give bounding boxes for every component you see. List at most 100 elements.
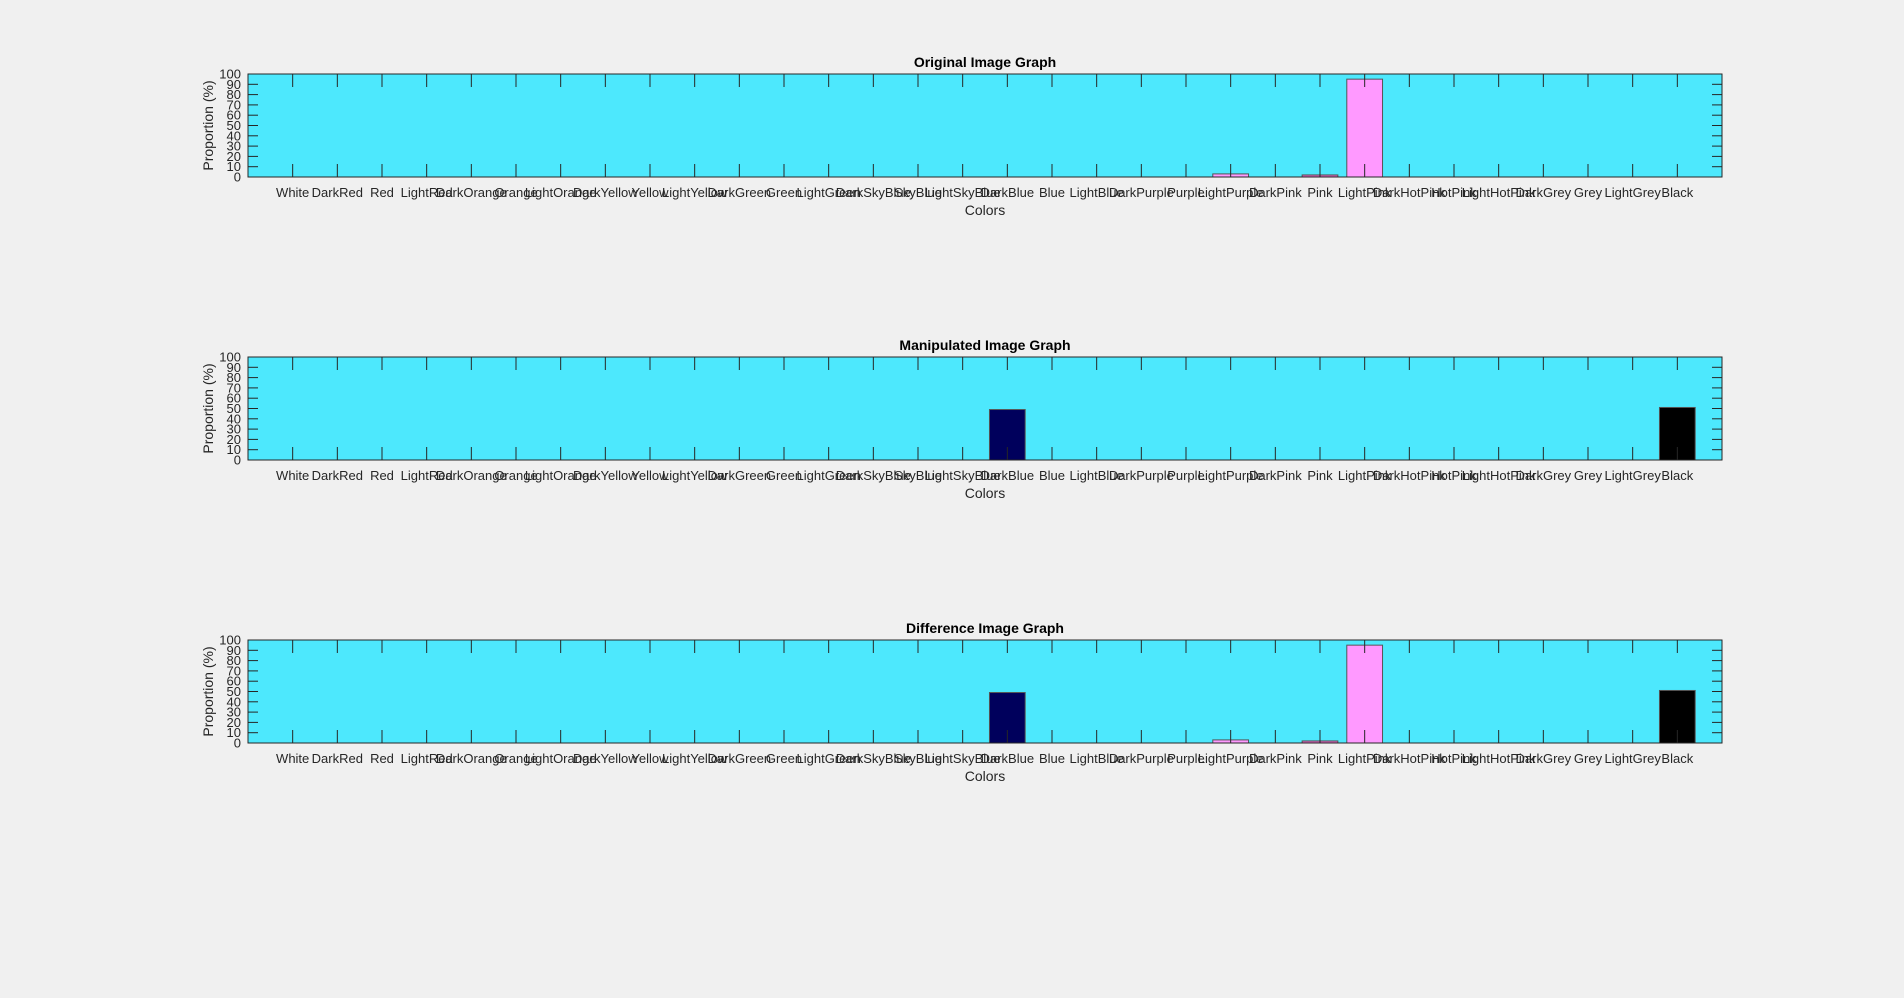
subplot-2: White DarkRed Red LightRedDarkOrangeOrangeL… bbox=[200, 337, 1723, 501]
x-tick-label: Blue bbox=[1039, 751, 1065, 766]
x-tick-label: Red bbox=[370, 751, 394, 766]
y-tick-label: 10 bbox=[227, 442, 241, 457]
y-tick-label: 60 bbox=[227, 391, 241, 406]
y-tick-label: 50 bbox=[227, 684, 241, 699]
x-tick-label: LightBlue bbox=[1070, 185, 1124, 200]
x-tick-label: LightYellow bbox=[662, 468, 728, 483]
x-tick-label: DarkSkyBlue bbox=[836, 468, 911, 483]
x-tick-label: DarkBlue bbox=[981, 468, 1034, 483]
x-tick-label: Black bbox=[1661, 468, 1693, 483]
axes-background bbox=[248, 357, 1722, 460]
x-axis-label: Colors bbox=[965, 485, 1005, 501]
x-tick-label: HotPink bbox=[1431, 185, 1477, 200]
y-tick-label: 90 bbox=[227, 77, 241, 92]
x-tick-label: LightPurple bbox=[1198, 751, 1264, 766]
subplot-1: White DarkRed Red LightRedDarkOrangeOrangeL… bbox=[200, 54, 1723, 218]
x-tick-label: White bbox=[276, 751, 309, 766]
y-axis-label: Proportion (%) bbox=[200, 363, 216, 453]
y-axis-label: Proportion (%) bbox=[200, 646, 216, 736]
x-tick-label: LightRed bbox=[401, 468, 453, 483]
y-tick-label: 40 bbox=[227, 411, 241, 426]
x-tick-label: DarkRed bbox=[312, 468, 363, 483]
y-tick-label: 40 bbox=[227, 128, 241, 143]
x-tick-label: Green bbox=[766, 185, 802, 200]
x-tick-label: White bbox=[276, 468, 309, 483]
x-tick-label: LightGreen bbox=[797, 468, 861, 483]
x-tick-label: DarkPurple bbox=[1109, 185, 1174, 200]
x-tick-label: DarkGrey bbox=[1516, 468, 1572, 483]
x-tick-label: LightPurple bbox=[1198, 468, 1264, 483]
y-tick-label: 100 bbox=[219, 350, 241, 365]
x-tick-label: LightHotPink bbox=[1462, 751, 1536, 766]
y-tick-label: 40 bbox=[227, 694, 241, 709]
x-tick-label: DarkOrange bbox=[436, 468, 507, 483]
x-tick-label: DarkGrey bbox=[1516, 751, 1572, 766]
bar-lightpink bbox=[1346, 644, 1384, 744]
x-tick-label: LightOrange bbox=[525, 751, 597, 766]
y-tick-label: 30 bbox=[227, 139, 241, 154]
x-tick-label: LightBlue bbox=[1070, 468, 1124, 483]
x-tick-label: HotPink bbox=[1431, 468, 1477, 483]
x-tick-label: LightGreen bbox=[797, 185, 861, 200]
x-tick-label: Orange bbox=[494, 468, 537, 483]
x-tick-label: LightGreen bbox=[797, 751, 861, 766]
x-tick-label: Grey bbox=[1574, 468, 1603, 483]
axes-background bbox=[248, 74, 1722, 177]
y-tick-label: 100 bbox=[219, 633, 241, 648]
x-tick-label: DarkSkyBlue bbox=[836, 185, 911, 200]
x-tick-label: SkyBlue bbox=[894, 185, 942, 200]
x-tick-label: Yellow bbox=[631, 751, 669, 766]
x-tick-label: DarkOrange bbox=[436, 751, 507, 766]
x-tick-label: Pink bbox=[1307, 468, 1333, 483]
x-tick-label: Green bbox=[766, 751, 802, 766]
x-tick-label: SkyBlue bbox=[894, 751, 942, 766]
x-tick-label: DarkBlue bbox=[981, 185, 1034, 200]
x-tick-label: Black bbox=[1661, 185, 1693, 200]
x-tick-label: HotPink bbox=[1431, 751, 1477, 766]
x-tick-label: Blue bbox=[1039, 185, 1065, 200]
y-tick-label: 50 bbox=[227, 401, 241, 416]
y-tick-label: 0 bbox=[234, 453, 241, 468]
y-tick-label: 70 bbox=[227, 380, 241, 395]
y-tick-label: 0 bbox=[234, 736, 241, 751]
x-tick-label: DarkRed bbox=[312, 751, 363, 766]
y-tick-label: 70 bbox=[227, 97, 241, 112]
x-tick-label: DarkPurple bbox=[1109, 751, 1174, 766]
x-tick-label: Orange bbox=[494, 185, 537, 200]
x-tick-label: Yellow bbox=[631, 468, 669, 483]
x-tick-label: LightBlue bbox=[1070, 751, 1124, 766]
bar-lightpink bbox=[1346, 78, 1384, 178]
x-tick-label: DarkRed bbox=[312, 185, 363, 200]
x-tick-label: LightOrange bbox=[525, 185, 597, 200]
x-tick-label: Purple bbox=[1167, 751, 1205, 766]
x-tick-label: LightPurple bbox=[1198, 185, 1264, 200]
y-tick-label: 20 bbox=[227, 149, 241, 164]
x-tick-label: Pink bbox=[1307, 185, 1333, 200]
x-tick-label: DarkOrange bbox=[436, 185, 507, 200]
x-tick-label: DarkGreen bbox=[708, 185, 772, 200]
axes-background bbox=[248, 640, 1722, 743]
y-tick-label: 10 bbox=[227, 159, 241, 174]
x-tick-label: DarkHotPink bbox=[1373, 751, 1446, 766]
y-tick-label: 70 bbox=[227, 663, 241, 678]
x-tick-label: LightOrange bbox=[525, 468, 597, 483]
x-tick-label: LightGrey bbox=[1604, 468, 1661, 483]
x-tick-label: Blue bbox=[1039, 468, 1065, 483]
subplot-3: White DarkRed Red LightRedDarkOrangeOrangeL… bbox=[200, 620, 1723, 784]
y-tick-label: 80 bbox=[227, 87, 241, 102]
x-tick-label: LightYellow bbox=[662, 185, 728, 200]
y-tick-label: 0 bbox=[234, 170, 241, 185]
x-tick-label: DarkBlue bbox=[981, 751, 1034, 766]
x-tick-label: LightPink bbox=[1338, 185, 1392, 200]
y-tick-label: 80 bbox=[227, 370, 241, 385]
x-tick-label: DarkPink bbox=[1249, 468, 1302, 483]
y-tick-label: 60 bbox=[227, 674, 241, 689]
y-tick-label: 80 bbox=[227, 653, 241, 668]
x-tick-label: LightYellow bbox=[662, 751, 728, 766]
x-tick-label: DarkGrey bbox=[1516, 185, 1572, 200]
x-tick-label: LightSkyBlue bbox=[925, 185, 1001, 200]
x-tick-label: White bbox=[276, 185, 309, 200]
x-tick-label: LightHotPink bbox=[1462, 468, 1536, 483]
